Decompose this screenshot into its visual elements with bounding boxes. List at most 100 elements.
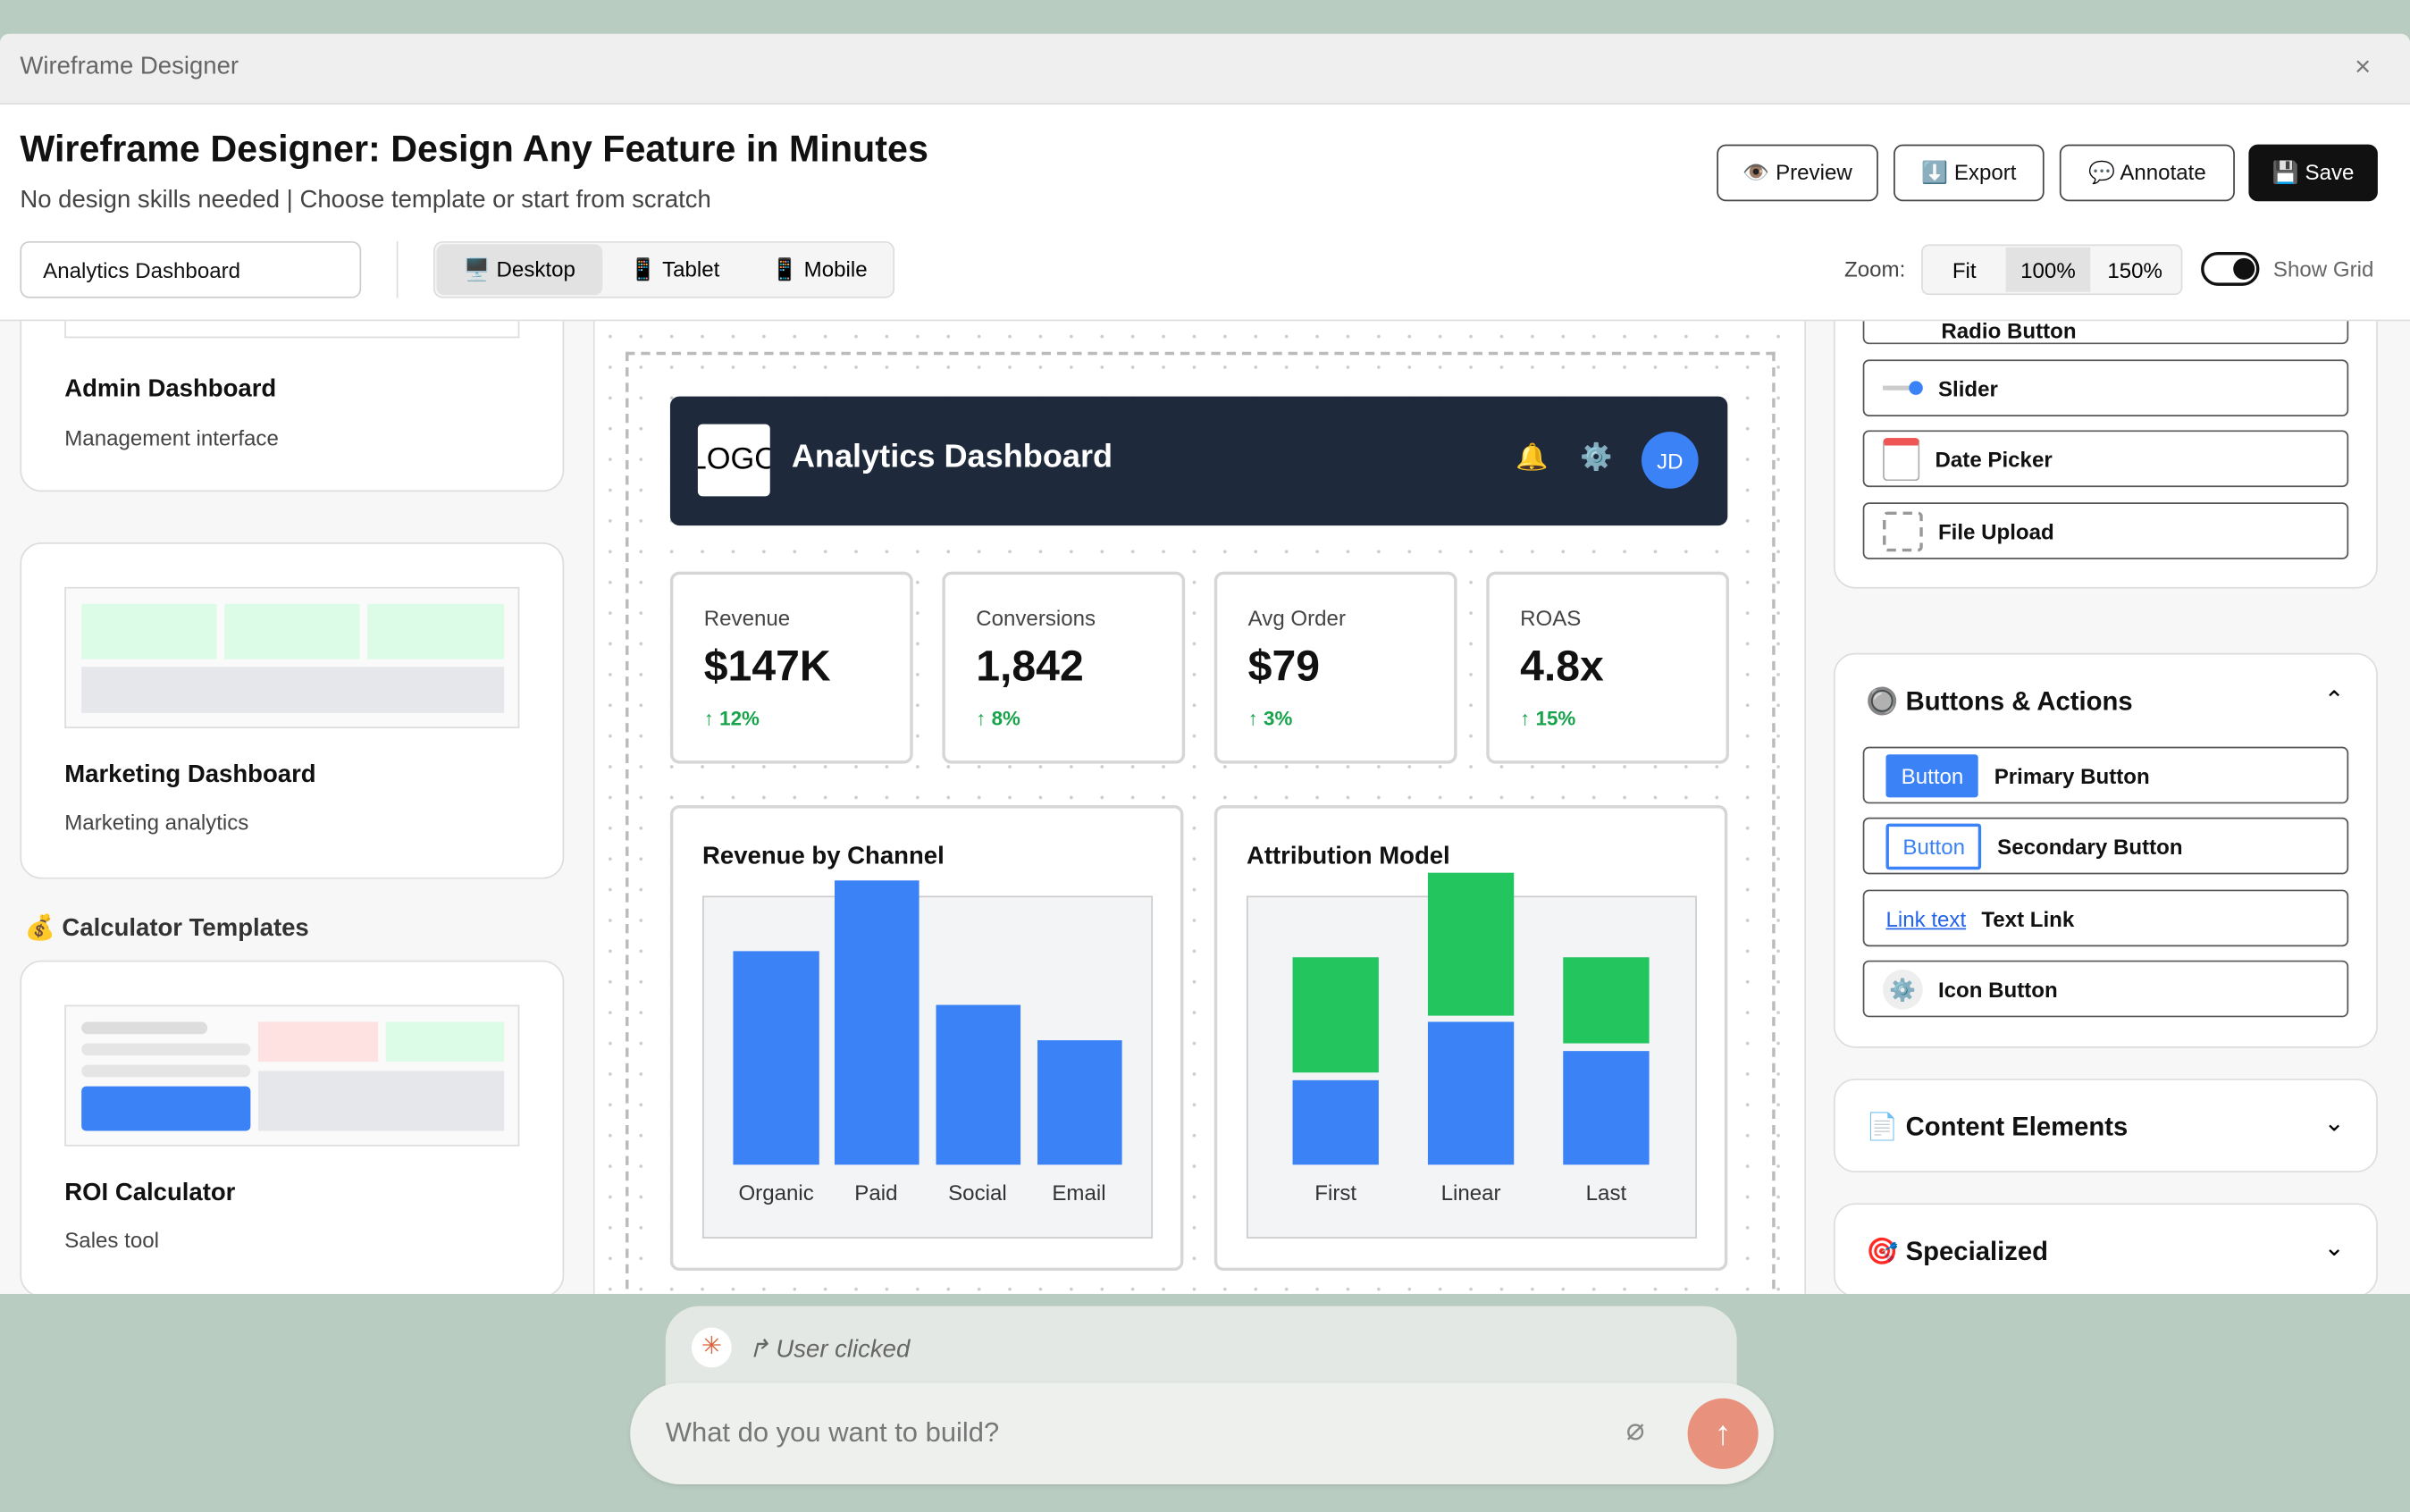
divider <box>396 240 399 298</box>
chart-card: Attribution Model First Linear Last <box>1213 805 1728 1272</box>
bar-segment <box>1563 957 1650 1044</box>
component-section[interactable]: 🎯 Specialized ⌄ <box>1833 1203 2378 1294</box>
thumb-block <box>81 667 505 713</box>
component-item[interactable]: Button Primary Button <box>1862 746 2349 804</box>
toggle-knob <box>2233 257 2255 280</box>
thumb-block <box>81 1064 251 1078</box>
device-tab[interactable]: 📱 Mobile <box>770 256 868 281</box>
section-label: Content Elements <box>1905 1112 2129 1142</box>
component-item[interactable]: Slider <box>1862 359 2349 416</box>
zoom-option[interactable]: 100% <box>2005 247 2091 292</box>
expand-chevron[interactable]: ⌄ <box>2323 1235 2345 1262</box>
logo: LOGO <box>697 424 770 497</box>
attach-button[interactable]: ⌀ <box>1625 1413 1645 1448</box>
bar <box>834 880 919 1165</box>
template-card[interactable]: Admin Dashboard Management interface <box>20 321 565 492</box>
grid-toggle[interactable] <box>2201 251 2260 286</box>
section-icon: 📄 <box>1866 1112 1899 1142</box>
component-label: Text Link <box>1981 905 2075 931</box>
plot: Organic Paid Social Email <box>702 880 1154 1239</box>
kpi-card: Revenue $147K ↑ 12% <box>669 571 913 764</box>
section-title: 🎯 Specialized <box>1866 1237 2048 1267</box>
assistant-icon: ✳ <box>692 1327 732 1368</box>
template-select[interactable]: Analytics Dashboard <box>20 240 362 298</box>
thumb-block <box>385 1021 505 1063</box>
window: Wireframe Designer × Wireframe Designer:… <box>0 33 2410 1294</box>
component-label: Primary Button <box>1994 762 2150 788</box>
template-name: Admin Dashboard <box>64 376 277 403</box>
input-placeholder: What do you want to build? <box>665 1416 1000 1448</box>
app-header: LOGO Analytics Dashboard 🔔 ⚙️ JD <box>669 396 1728 526</box>
component-item[interactable]: Link text Text Link <box>1862 889 2349 947</box>
component-item[interactable]: Radio Button <box>1862 321 2349 345</box>
canvas: LOGO Analytics Dashboard 🔔 ⚙️ JD Revenue… <box>594 321 1805 1294</box>
annotate-button[interactable]: 💬 Annotate <box>2059 144 2235 202</box>
subtitle: No design skills needed | Choose templat… <box>20 187 711 214</box>
expand-chevron[interactable]: ⌄ <box>2323 1111 2345 1138</box>
component-item[interactable]: ⚙️ Icon Button <box>1862 960 2349 1018</box>
bar <box>936 1004 1021 1165</box>
collapse-chevron[interactable]: ⌃ <box>2323 688 2345 715</box>
chart-card: Revenue by Channel Organic Paid Social E… <box>669 805 1184 1272</box>
category-label: Email <box>1052 1180 1106 1205</box>
category-label: Organic <box>738 1180 814 1205</box>
kpi-card: ROAS 4.8x ↑ 15% <box>1486 571 1730 764</box>
thumb-block <box>81 1043 251 1056</box>
bar-segment <box>1563 1051 1650 1165</box>
thumbnail <box>64 586 520 729</box>
slider-icon <box>1883 381 1923 395</box>
upload-icon <box>1883 510 1923 551</box>
chart-title: Revenue by Channel <box>702 844 945 870</box>
component-item[interactable]: Button Secondary Button <box>1862 817 2349 875</box>
thumbnail <box>64 1004 520 1147</box>
kpi-label: Revenue <box>703 605 791 630</box>
device-tab[interactable]: 🖥️ Desktop <box>436 244 603 296</box>
kpi-value: $79 <box>1247 642 1321 691</box>
device-tab[interactable]: 📱 Tablet <box>629 256 720 281</box>
component-label: Secondary Button <box>1997 833 2183 859</box>
thumb-block <box>257 1071 505 1131</box>
template-card[interactable]: ROI Calculator Sales tool <box>20 960 565 1294</box>
activity-text: ↱ User clicked <box>748 1336 911 1364</box>
calendar-icon <box>1883 437 1920 481</box>
kpi-change: ↑ 12% <box>703 706 760 730</box>
divider <box>0 319 2410 322</box>
chat-input[interactable]: What do you want to build? ⌀ ↑ <box>630 1382 1774 1485</box>
thumb-block <box>224 603 360 659</box>
send-button[interactable]: ↑ <box>1687 1398 1759 1469</box>
close-button[interactable]: × <box>2355 50 2372 82</box>
preview-button[interactable]: 👁️ Preview <box>1717 144 1878 202</box>
primary-button-preview: Button <box>1885 753 1979 797</box>
kpi-label: Conversions <box>976 605 1096 630</box>
bar-segment <box>1427 1021 1515 1165</box>
component-item[interactable]: Date Picker <box>1862 430 2349 488</box>
save-button[interactable]: 💾 Save <box>2248 144 2378 202</box>
thumb-block <box>81 1086 251 1131</box>
kpi-label: Avg Order <box>1247 605 1346 630</box>
component-section[interactable]: 📄 Content Elements ⌄ <box>1833 1079 2378 1172</box>
kpi-value: 1,842 <box>976 642 1084 691</box>
icon: 🔔 <box>1515 442 1549 472</box>
icon: ⚙️ <box>1580 442 1613 472</box>
category-label: First <box>1314 1180 1357 1205</box>
component-label: Slider <box>1937 375 1998 400</box>
kpi-change: ↑ 15% <box>1520 706 1576 730</box>
component-item[interactable]: File Upload <box>1862 502 2349 559</box>
section-title[interactable]: 🔘 Buttons & Actions <box>1866 687 2133 718</box>
section-title: 💰 Calculator Templates <box>24 915 309 943</box>
category-label: Linear <box>1440 1180 1501 1205</box>
template-card[interactable]: Marketing Dashboard Marketing analytics <box>20 542 565 879</box>
zoom-option[interactable]: Fit <box>1952 257 1977 282</box>
template-panel: Admin Dashboard Management interface Mar… <box>0 321 593 1294</box>
kpi-change: ↑ 3% <box>1247 706 1293 730</box>
bar <box>733 951 819 1165</box>
show-grid-label: Show Grid <box>2272 256 2374 281</box>
zoom-option[interactable]: 150% <box>2107 257 2162 282</box>
section-label: Buttons & Actions <box>1905 686 2133 717</box>
thumbnail <box>64 321 520 339</box>
bar-segment <box>1427 872 1515 1016</box>
export-button[interactable]: ⬇️ Export <box>1894 144 2045 202</box>
bar <box>1037 1040 1122 1165</box>
kpi-label: ROAS <box>1520 605 1582 630</box>
secondary-button-preview: Button <box>1885 822 1982 869</box>
